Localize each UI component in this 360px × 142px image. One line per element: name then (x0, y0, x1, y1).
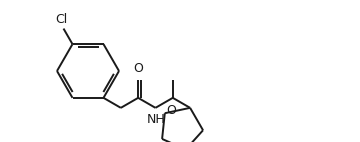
Text: NH: NH (147, 113, 166, 126)
Text: Cl: Cl (55, 12, 68, 26)
Text: O: O (133, 62, 143, 75)
Text: O: O (166, 104, 176, 117)
